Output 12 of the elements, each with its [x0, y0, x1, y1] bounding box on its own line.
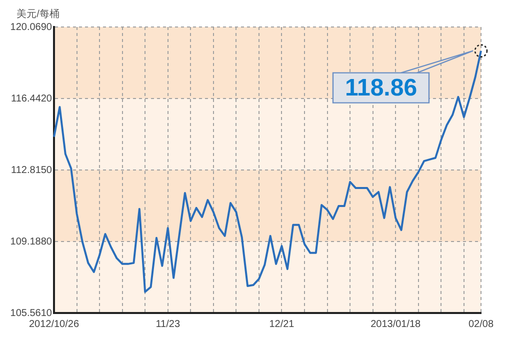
- x-tick-label: 11/23: [156, 318, 180, 330]
- y-tick-label: 120.0690: [10, 22, 52, 33]
- y-tick-label: 109.1880: [10, 236, 52, 248]
- y-tick-label: 105.5610: [10, 308, 52, 319]
- x-tick-label: 2013/01/18: [370, 318, 422, 330]
- annotation: 118.86: [344, 74, 418, 102]
- x-tick-label: 2012/10/26: [28, 318, 80, 330]
- y-tick-label: 112.8150: [11, 164, 52, 176]
- x-tick-label: 02/08: [468, 318, 494, 330]
- x-tick-label: 12/21: [269, 318, 295, 330]
- y-axis-title: 美元/每桶: [16, 8, 60, 20]
- y-tick-label: 116.4420: [11, 93, 52, 104]
